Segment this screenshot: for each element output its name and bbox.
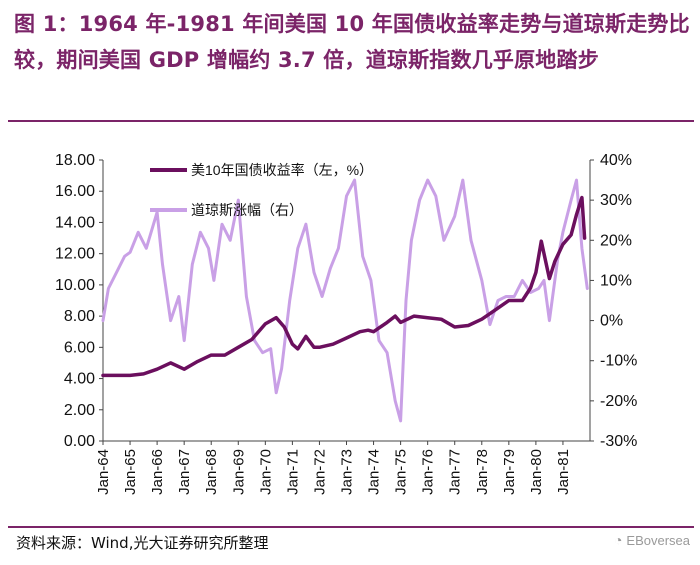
y-right-tick-label: -30% [600,433,637,450]
y-right-tick-label: -20% [600,393,637,410]
x-tick-label: Jan-66 [149,449,166,495]
x-tick-label: Jan-65 [122,449,139,495]
y-left-tick-label: 18.00 [55,152,95,169]
series-line-yield [101,195,587,378]
y-left-tick-label: 12.00 [55,246,95,263]
y-left-tick-label: 6.00 [64,339,95,356]
legend: 美10年国债收益率（左，%） 道琼斯涨幅（右） [150,162,373,218]
y-right-tick-label: 20% [600,232,632,249]
y-right-tick-label: 30% [600,192,632,209]
y-right-tick-label: -10% [600,353,637,370]
x-tick-label: Jan-80 [528,449,545,495]
title-divider [8,120,694,122]
y-left-tick-label: 14.00 [55,214,95,231]
x-tick-label: Jan-70 [257,449,274,495]
x-tick-label: Jan-74 [366,449,383,495]
footer-divider [8,526,694,528]
chart-title: 图 1：1964 年-1981 年间美国 10 年国债收益率走势与道琼斯走势比较… [14,12,690,72]
x-tick-label: Jan-68 [203,449,220,495]
y-right-tick-label: 40% [600,152,632,169]
x-tick-label: Jan-69 [230,449,247,495]
x-tick-label: Jan-77 [447,449,464,495]
wechat-icon: ◔ [613,532,623,548]
y-left-tick-label: 2.00 [64,402,95,419]
y-right-tick-label: 10% [600,272,632,289]
source-note: 资料来源：Wind,光大证券研究所整理 [16,534,269,552]
x-tick-label: Jan-64 [95,449,112,495]
axes-layer: 0.00 2.00 4.00 6.00 8.00 10.00 12.00 14.00 16.00… [55,152,637,495]
x-tick-label: Jan-79 [501,449,518,495]
x-tick-label: Jan-78 [474,449,491,495]
x-tick-label: Jan-71 [284,449,301,495]
y-left-tick-label: 10.00 [55,277,95,294]
line-chart: 0.00 2.00 4.00 6.00 8.00 10.00 12.00 14.00 16.00… [55,152,637,495]
series-line-dow [101,178,589,423]
x-tick-label: Jan-72 [311,449,328,495]
y-left-tick-label: 8.00 [64,308,95,325]
x-tick-label: Jan-75 [393,449,410,495]
y-left-tick-label: 16.00 [55,183,95,200]
x-tick-label: Jan-76 [420,449,437,495]
legend-label-yield: 美10年国债收益率（左，%） [191,162,373,178]
x-tick-label: Jan-81 [555,449,572,495]
legend-label-dow: 道琼斯涨幅（右） [191,202,303,218]
y-left-tick-label: 4.00 [64,371,95,388]
lines-layer [101,178,589,423]
y-right-tick-label: 0% [600,313,623,330]
watermark-text: EBoversea [626,532,690,548]
x-tick-label: Jan-67 [176,449,193,495]
watermark: ◔ EBoversea [614,532,690,548]
x-tick-label: Jan-73 [339,449,356,495]
y-left-tick-label: 0.00 [64,433,95,450]
